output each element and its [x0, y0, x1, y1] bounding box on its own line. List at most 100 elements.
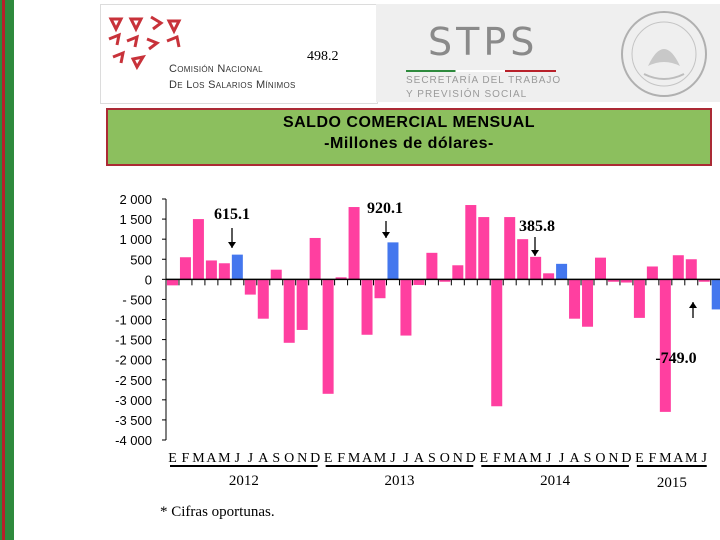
bar	[192, 219, 204, 280]
bar	[413, 279, 425, 285]
bar	[296, 279, 308, 330]
annotation-arrowhead	[531, 250, 539, 256]
annotation-arrowhead	[689, 302, 697, 308]
side-stripe-accent	[2, 0, 5, 540]
bar	[439, 279, 451, 282]
y-tick-label: -1 000	[115, 313, 152, 328]
bar	[530, 256, 542, 280]
month-label: O	[595, 451, 605, 466]
month-label: N	[297, 451, 307, 466]
month-label: E	[635, 451, 644, 466]
chart-title: SALDO COMERCIAL MENSUAL	[282, 114, 536, 131]
month-label: F	[493, 451, 501, 466]
y-tick-label: -2 000	[115, 353, 152, 368]
org-name-line1: Comisión Nacional	[169, 63, 263, 75]
bar	[504, 217, 516, 280]
month-label: A	[362, 451, 373, 466]
month-label: N	[608, 451, 618, 466]
chart-subtitle: -Millones de dólares-	[324, 135, 494, 152]
bar	[620, 279, 632, 283]
annotation-arrowhead	[382, 232, 390, 238]
highlighted-bar	[231, 254, 243, 280]
month-label: N	[453, 451, 463, 466]
month-label: M	[374, 451, 387, 466]
month-label: F	[337, 451, 345, 466]
national-seal-icon	[621, 11, 707, 97]
month-label: E	[479, 451, 488, 466]
month-label: S	[428, 451, 436, 466]
bar	[309, 237, 321, 280]
bar	[452, 265, 464, 280]
org-name-line2: De Los Salarios Mínimos	[169, 79, 296, 91]
month-label: D	[310, 451, 320, 466]
bar	[517, 239, 529, 280]
bar	[348, 207, 360, 280]
month-label: J	[248, 451, 254, 466]
month-label: A	[569, 451, 580, 466]
month-label: M	[529, 451, 542, 466]
bar	[465, 205, 477, 280]
conasami-logo-panel: Comisión Nacional De Los Salarios Mínimo…	[100, 4, 378, 104]
month-label: M	[348, 451, 361, 466]
month-label: J	[235, 451, 241, 466]
highlighted-bar	[556, 263, 568, 280]
bar	[685, 259, 697, 280]
bar	[594, 257, 606, 280]
chart-title-box: SALDO COMERCIAL MENSUAL -Millones de dól…	[106, 108, 712, 166]
month-label: D	[466, 451, 476, 466]
year-label: 2014	[540, 473, 571, 489]
stps-header-panel: STPS SECRETARÍA DEL TRABAJO Y PREVISIÓN …	[376, 4, 720, 102]
month-label: D	[621, 451, 631, 466]
month-label: J	[403, 451, 409, 466]
month-label: F	[648, 451, 656, 466]
month-label: E	[168, 451, 177, 466]
month-label: J	[559, 451, 565, 466]
y-tick-label: 0	[145, 272, 152, 287]
bar	[491, 279, 503, 407]
footnote: * Cifras oportunas.	[160, 504, 275, 520]
bar	[283, 279, 295, 343]
month-label: E	[324, 451, 333, 466]
bar	[166, 279, 178, 286]
bar	[244, 279, 256, 295]
bar	[607, 279, 619, 282]
month-label: M	[503, 451, 516, 466]
highlighted-bar	[387, 242, 399, 280]
month-label: O	[440, 451, 450, 466]
month-label: A	[206, 451, 217, 466]
data-label: 385.8	[519, 218, 555, 235]
annotation-arrowhead	[228, 242, 236, 248]
y-tick-label: 2 000	[119, 192, 152, 207]
month-label: M	[218, 451, 231, 466]
bar	[646, 266, 658, 280]
y-tick-label: -2 500	[115, 373, 152, 388]
y-tick-label: 1 500	[119, 212, 152, 227]
bar	[659, 279, 671, 412]
year-label: 2015	[657, 475, 687, 491]
bar	[543, 273, 555, 280]
y-tick-label: 500	[130, 252, 152, 267]
bar	[400, 279, 412, 336]
stps-color-bar	[406, 70, 556, 72]
month-label: M	[192, 451, 205, 466]
month-label: O	[284, 451, 294, 466]
month-label: A	[518, 451, 529, 466]
data-label: 615.1	[214, 206, 250, 223]
y-tick-label: -4 000	[115, 433, 152, 448]
month-label: A	[673, 451, 684, 466]
stps-logo-text: STPS	[428, 20, 539, 64]
month-label: M	[659, 451, 672, 466]
bar	[374, 279, 386, 299]
bar	[179, 257, 191, 280]
data-label: -749.0	[655, 350, 696, 367]
stps-subtitle-line2: Y PREVISIÓN SOCIAL	[406, 89, 528, 100]
bar	[633, 279, 645, 318]
y-tick-label: -3 000	[115, 393, 152, 408]
stps-subtitle-line1: SECRETARÍA DEL TRABAJO	[406, 75, 562, 86]
month-label: F	[182, 451, 190, 466]
bar	[257, 279, 269, 319]
month-label: A	[258, 451, 269, 466]
bar	[361, 279, 373, 335]
bar	[672, 255, 684, 280]
